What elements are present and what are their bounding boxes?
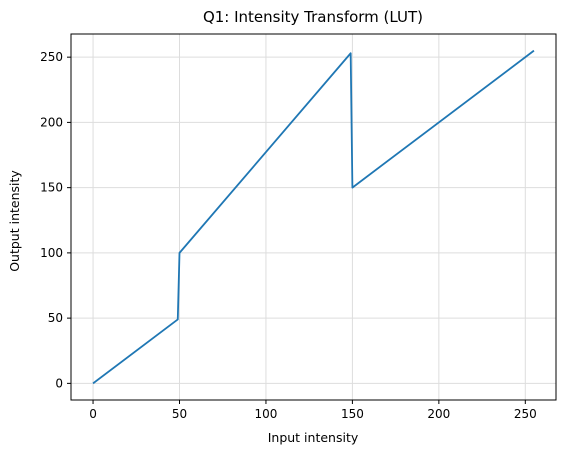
series-line bbox=[92, 49, 535, 385]
y-axis-label: Output intensity bbox=[7, 170, 22, 272]
x-tick-label: 150 bbox=[341, 407, 364, 421]
grid bbox=[71, 34, 556, 400]
series-layer bbox=[92, 49, 535, 385]
x-axis-label: Input intensity bbox=[268, 430, 359, 445]
x-tick-label: 250 bbox=[514, 407, 537, 421]
axis-ticks: 0 50 100 150 200 250 0 50 100 150 200 250 bbox=[40, 50, 537, 421]
x-tick-label: 50 bbox=[172, 407, 187, 421]
y-tick-label: 150 bbox=[40, 181, 63, 195]
x-tick-label: 0 bbox=[89, 407, 97, 421]
x-tick-label: 200 bbox=[427, 407, 450, 421]
y-tick-label: 50 bbox=[48, 311, 63, 325]
y-tick-label: 0 bbox=[55, 376, 63, 390]
x-tick-label: 100 bbox=[254, 407, 277, 421]
y-tick-label: 200 bbox=[40, 115, 63, 129]
chart-title: Q1: Intensity Transform (LUT) bbox=[203, 8, 423, 26]
y-tick-label: 250 bbox=[40, 50, 63, 64]
y-tick-label: 100 bbox=[40, 246, 63, 260]
plot-frame bbox=[70, 33, 557, 401]
